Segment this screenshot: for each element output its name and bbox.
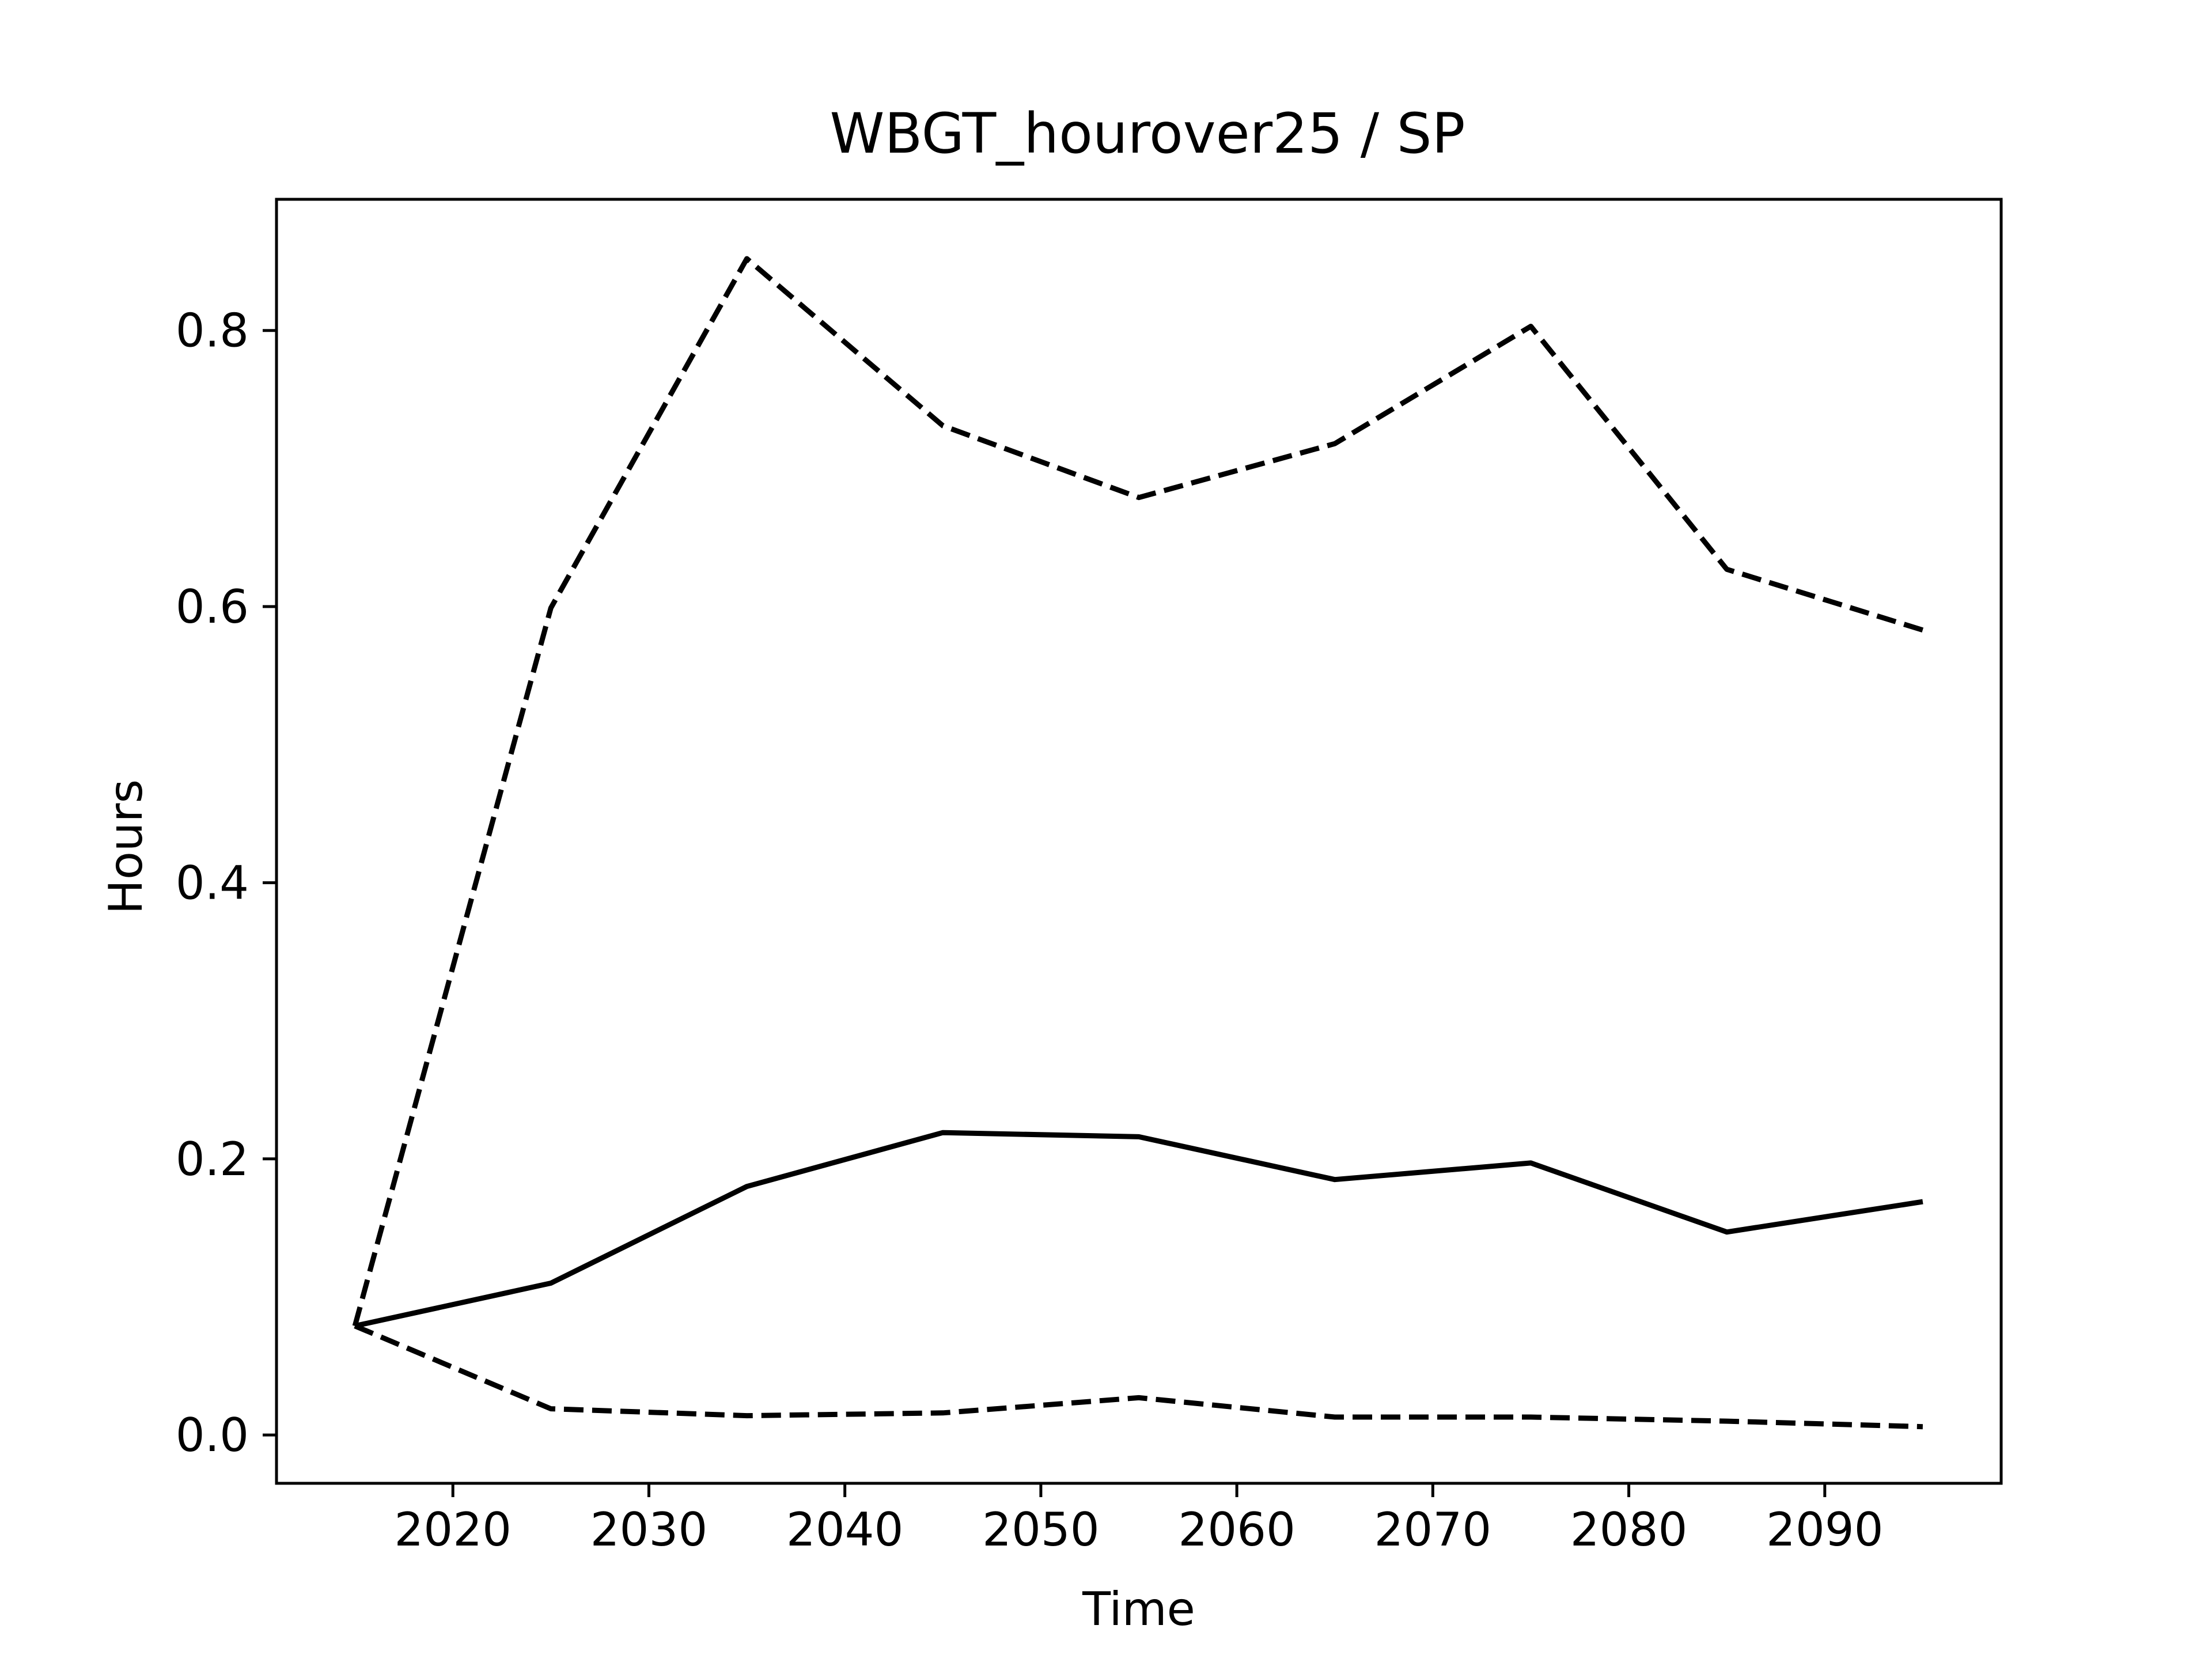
series-line-lower (354, 1323, 1923, 1430)
x-tick-label: 2040 (786, 1503, 904, 1556)
plot-area-frame (275, 198, 2003, 1485)
x-tick-label: 2020 (394, 1503, 512, 1556)
x-tick-label: 2030 (590, 1503, 708, 1556)
y-axis-ticks: 0.0 0.2 0.4 0.6 0.8 (176, 304, 276, 1462)
series-line-median (354, 1130, 1923, 1329)
x-axis-label: Time (1082, 1582, 1195, 1636)
x-tick-label: 2080 (1570, 1503, 1688, 1556)
x-axis-ticks: 2020 2030 2040 2050 2060 2070 2080 2090 (394, 1483, 1884, 1556)
y-tick-label: 0.4 (176, 856, 249, 910)
y-tick-label: 0.8 (176, 304, 249, 358)
chart-title: WBGT_hourover25 / SP (830, 101, 1465, 166)
y-axis-label: Hours (99, 779, 153, 914)
x-tick-label: 2070 (1374, 1503, 1492, 1556)
y-tick-label: 0.6 (176, 580, 249, 634)
x-tick-label: 2050 (982, 1503, 1100, 1556)
x-tick-label: 2090 (1766, 1503, 1884, 1556)
x-tick-label: 2060 (1178, 1503, 1296, 1556)
series-line-upper (352, 256, 1924, 1327)
series-layer (352, 256, 1924, 1430)
y-tick-label: 0.0 (176, 1408, 249, 1462)
y-tick-label: 0.2 (176, 1132, 249, 1186)
